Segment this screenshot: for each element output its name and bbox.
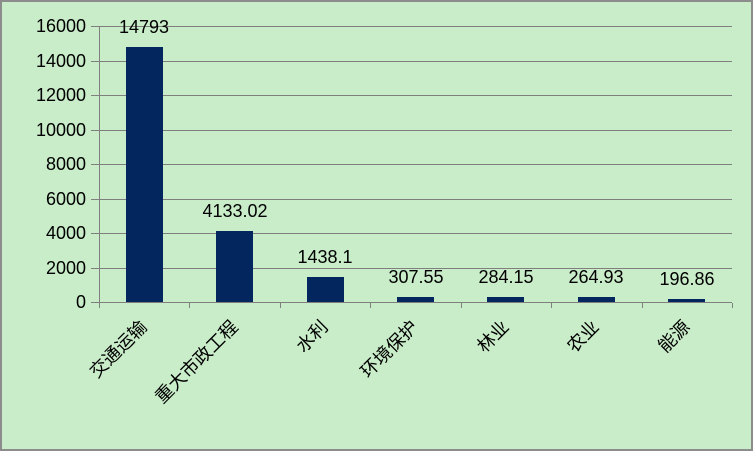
bar bbox=[487, 297, 524, 302]
bar-value-label: 1438.1 bbox=[297, 247, 353, 267]
gridline bbox=[99, 164, 732, 165]
gridline bbox=[99, 198, 732, 200]
y-axis-tick bbox=[91, 164, 99, 165]
y-axis-tick-label: 0 bbox=[75, 292, 86, 312]
x-axis-category-label: 水利 bbox=[292, 316, 332, 357]
x-axis-tick bbox=[642, 303, 643, 308]
y-axis-tick-label: 4000 bbox=[45, 223, 86, 243]
y-axis-tick-label: 14000 bbox=[35, 50, 86, 71]
x-axis-category-label: 能源 bbox=[654, 316, 694, 357]
x-axis-tick bbox=[732, 303, 733, 308]
x-axis-category-label: 林业 bbox=[473, 316, 513, 357]
bar-value-label: 196.86 bbox=[659, 269, 715, 289]
bar-value-label: 4133.02 bbox=[202, 201, 268, 221]
bar-value-label: 14793 bbox=[118, 17, 170, 37]
bar bbox=[668, 299, 705, 302]
gridline bbox=[99, 95, 732, 96]
y-axis-tick-label: 16000 bbox=[35, 16, 86, 36]
y-axis-tick bbox=[91, 267, 99, 269]
x-axis-tick bbox=[461, 303, 462, 308]
y-axis-tick bbox=[91, 60, 99, 62]
y-axis-tick bbox=[91, 198, 99, 200]
y-axis-tick bbox=[91, 233, 99, 234]
x-axis-line bbox=[99, 302, 732, 303]
x-axis-tick bbox=[280, 303, 281, 308]
x-axis-category-label: 交通运输 bbox=[85, 316, 151, 382]
gridline bbox=[99, 129, 732, 131]
x-axis-tick bbox=[551, 303, 552, 308]
x-axis-category-label: 重大市政工程 bbox=[151, 316, 242, 408]
gridline bbox=[99, 267, 732, 269]
gridline bbox=[99, 26, 732, 27]
bar bbox=[126, 47, 163, 302]
bar bbox=[397, 297, 434, 302]
x-axis-category-label: 环境保护 bbox=[356, 316, 422, 382]
bar-value-label: 307.55 bbox=[388, 267, 444, 287]
x-axis-category-label: 农业 bbox=[563, 316, 603, 357]
y-axis-tick-label: 6000 bbox=[45, 188, 86, 209]
bar bbox=[307, 277, 344, 302]
y-axis-tick-label: 8000 bbox=[45, 154, 86, 174]
y-axis-line bbox=[99, 26, 100, 307]
y-axis-tick bbox=[91, 302, 99, 303]
x-axis-tick bbox=[370, 303, 371, 308]
y-axis-tick bbox=[91, 26, 99, 27]
y-axis-tick-label: 12000 bbox=[35, 85, 86, 105]
y-axis-tick bbox=[91, 129, 99, 131]
bar-value-label: 264.93 bbox=[568, 267, 624, 287]
y-axis-tick-label: 10000 bbox=[35, 119, 86, 140]
bar-value-label: 284.15 bbox=[478, 267, 534, 287]
x-axis-tick bbox=[189, 303, 190, 308]
bar bbox=[216, 231, 253, 302]
y-axis-tick-label: 2000 bbox=[45, 257, 86, 278]
gridline bbox=[99, 233, 732, 234]
gridline bbox=[99, 60, 732, 62]
bar bbox=[578, 297, 615, 302]
y-axis-tick bbox=[91, 95, 99, 96]
